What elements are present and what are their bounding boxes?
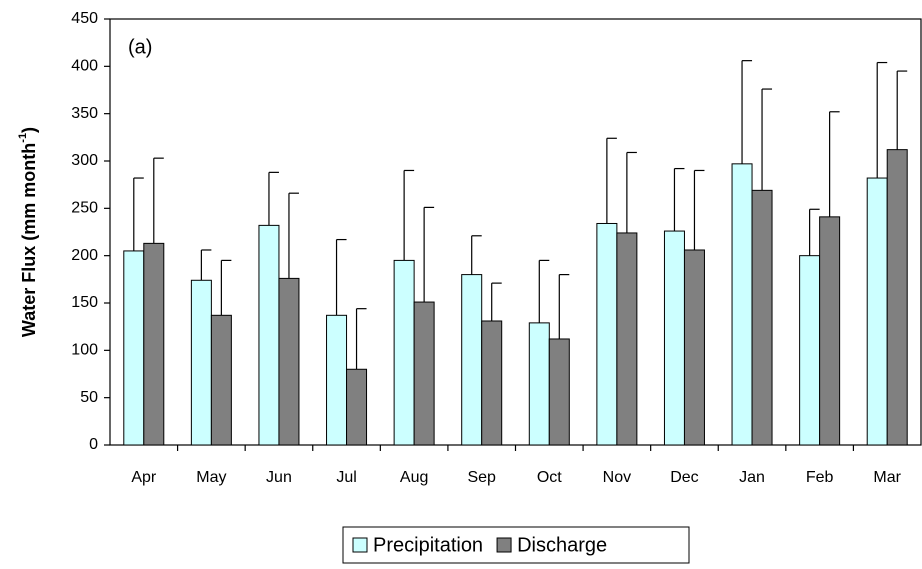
x-tick-label: Aug (400, 469, 428, 486)
x-tick-label: Nov (603, 469, 631, 486)
y-tick-label: 300 (71, 152, 98, 169)
bar (528, 322, 550, 446)
bar (663, 230, 685, 446)
x-tick-label: Jan (739, 469, 765, 486)
bar (326, 314, 348, 446)
bar (393, 259, 415, 446)
x-tick-label: Feb (806, 469, 834, 486)
bar (210, 314, 232, 446)
x-tick-label: Mar (873, 469, 901, 486)
x-tick-label: Sep (467, 469, 496, 486)
y-axis-label-end: ) (19, 127, 39, 133)
y-tick-label: 100 (71, 342, 98, 359)
bar (866, 177, 888, 446)
bar (278, 277, 300, 446)
x-tick-label: Jun (266, 469, 292, 486)
y-axis-label-main: Water Flux (mm month (19, 143, 39, 337)
legend-box (342, 526, 690, 564)
y-tick-label: 50 (80, 389, 98, 406)
bar (548, 338, 570, 446)
bar (190, 279, 212, 446)
y-tick-label: 250 (71, 200, 98, 217)
y-tick-label: 400 (71, 58, 98, 75)
y-tick-label: 0 (89, 436, 98, 453)
bar (616, 232, 638, 446)
bar (346, 368, 368, 446)
x-tick-label: Jul (336, 469, 356, 486)
bar (258, 224, 280, 446)
bar (751, 189, 773, 446)
bar (123, 250, 145, 446)
legend-label: Precipitation (373, 534, 483, 556)
legend-label: Discharge (517, 534, 607, 556)
y-axis-label-sup: -1 (17, 133, 29, 143)
x-tick-label: Dec (670, 469, 698, 486)
bar (731, 163, 753, 446)
bar (413, 301, 435, 446)
y-tick-label: 350 (71, 105, 98, 122)
x-tick-label: May (196, 469, 226, 486)
bar (819, 216, 841, 446)
x-tick-label: Apr (131, 469, 157, 486)
x-tick-label: Oct (537, 469, 562, 486)
bar (799, 255, 821, 446)
y-axis-label: Water Flux (mm month-1) (17, 127, 39, 337)
bar (683, 249, 705, 446)
legend-swatch (352, 537, 368, 553)
y-tick-label: 200 (71, 247, 98, 264)
bar (461, 274, 483, 446)
bar (886, 149, 908, 446)
bar (596, 222, 618, 446)
bar (481, 320, 503, 446)
legend-swatch (496, 537, 512, 553)
bar (143, 242, 165, 446)
y-tick-label: 450 (71, 10, 98, 27)
y-tick-label: 150 (71, 294, 98, 311)
annotation: (a) (128, 36, 152, 58)
